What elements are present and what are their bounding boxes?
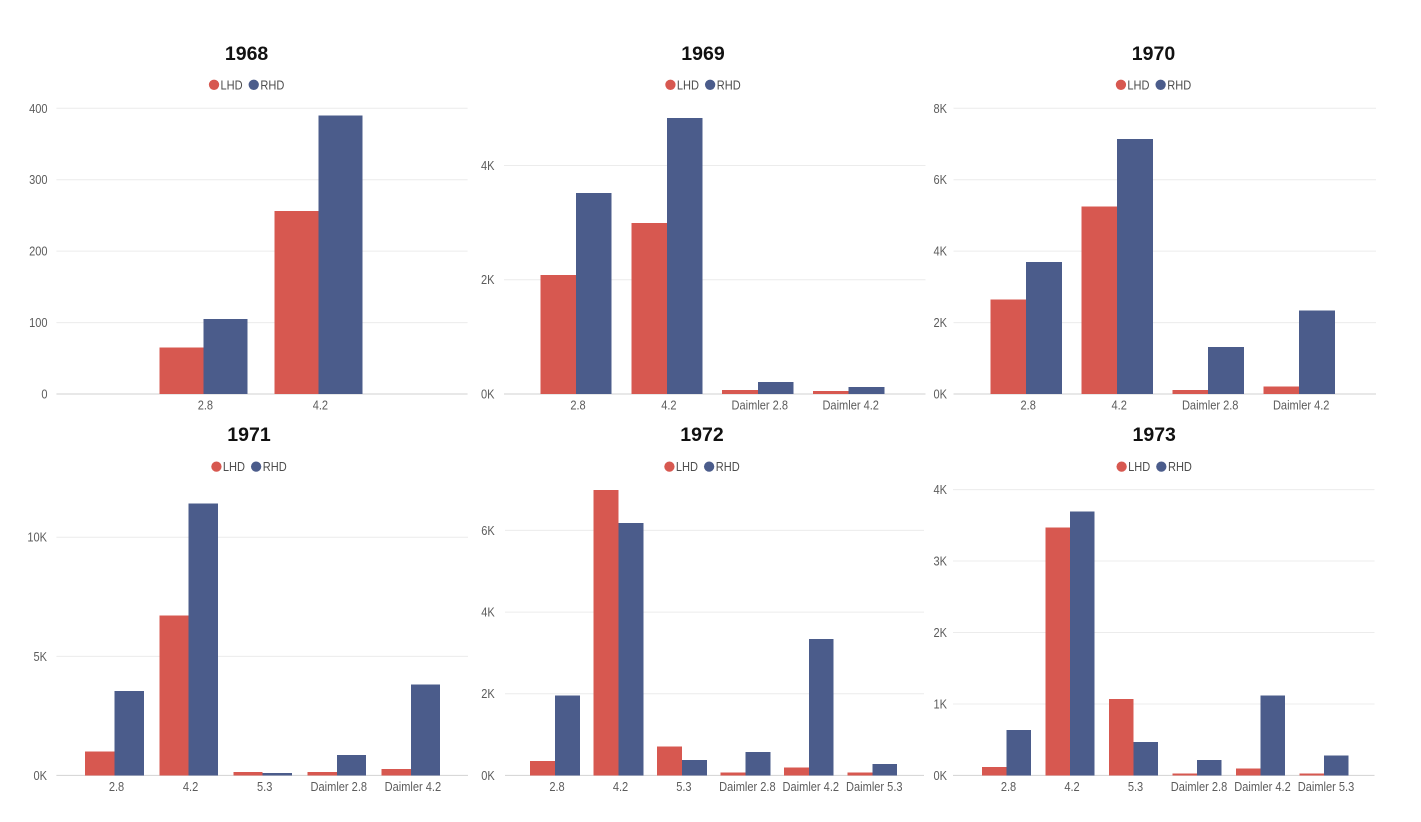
svg-text:6K: 6K	[933, 172, 947, 187]
svg-text:4.2: 4.2	[661, 398, 676, 413]
svg-text:0K: 0K	[481, 768, 495, 783]
svg-text:2K: 2K	[481, 272, 495, 287]
svg-text:0K: 0K	[33, 768, 47, 783]
svg-text:400: 400	[29, 101, 47, 116]
svg-text:RHD: RHD	[260, 77, 284, 92]
svg-text:5.3: 5.3	[257, 779, 272, 794]
svg-text:LHD: LHD	[676, 459, 698, 474]
svg-text:Daimler 4.2: Daimler 4.2	[783, 779, 839, 794]
svg-text:LHD: LHD	[1128, 459, 1150, 474]
svg-text:1970: 1970	[1132, 43, 1176, 65]
svg-text:4K: 4K	[933, 482, 947, 497]
svg-text:2.8: 2.8	[570, 398, 585, 413]
svg-text:0K: 0K	[933, 387, 947, 402]
svg-text:300: 300	[29, 172, 47, 187]
svg-text:RHD: RHD	[1168, 459, 1192, 474]
svg-text:Daimler 4.2: Daimler 4.2	[385, 779, 441, 794]
svg-text:4.2: 4.2	[183, 779, 198, 794]
svg-text:Daimler 2.8: Daimler 2.8	[1182, 398, 1238, 413]
svg-text:6K: 6K	[481, 523, 495, 538]
svg-text:2K: 2K	[933, 315, 947, 330]
svg-text:1971: 1971	[227, 424, 271, 446]
svg-text:4K: 4K	[933, 244, 947, 259]
svg-text:Daimler 4.2: Daimler 4.2	[1273, 398, 1329, 413]
svg-text:4.2: 4.2	[613, 779, 628, 794]
svg-text:1K: 1K	[933, 696, 947, 711]
svg-text:200: 200	[29, 244, 47, 259]
svg-text:2K: 2K	[481, 686, 495, 701]
svg-text:1968: 1968	[225, 43, 269, 65]
svg-text:Daimler 2.8: Daimler 2.8	[719, 779, 775, 794]
svg-text:8K: 8K	[933, 101, 947, 116]
svg-text:Daimler 2.8: Daimler 2.8	[1171, 779, 1227, 794]
svg-text:2.8: 2.8	[549, 779, 564, 794]
svg-text:Daimler 4.2: Daimler 4.2	[1234, 779, 1290, 794]
svg-text:5.3: 5.3	[676, 779, 691, 794]
svg-text:Daimler 2.8: Daimler 2.8	[732, 398, 788, 413]
svg-text:RHD: RHD	[263, 459, 287, 474]
svg-text:Daimler 2.8: Daimler 2.8	[311, 779, 367, 794]
svg-text:2.8: 2.8	[198, 398, 213, 413]
svg-text:5K: 5K	[33, 649, 47, 664]
svg-text:LHD: LHD	[1127, 77, 1149, 92]
svg-text:4.2: 4.2	[1112, 398, 1127, 413]
svg-text:3K: 3K	[933, 554, 947, 569]
svg-text:4.2: 4.2	[313, 398, 328, 413]
svg-text:Daimler 4.2: Daimler 4.2	[822, 398, 878, 413]
svg-text:1973: 1973	[1133, 424, 1177, 446]
svg-text:2K: 2K	[933, 625, 947, 640]
svg-text:Daimler 5.3: Daimler 5.3	[1298, 779, 1354, 794]
svg-text:4K: 4K	[481, 605, 495, 620]
svg-text:0K: 0K	[481, 387, 495, 402]
svg-text:LHD: LHD	[677, 77, 699, 92]
svg-text:RHD: RHD	[716, 459, 740, 474]
svg-text:RHD: RHD	[1167, 77, 1191, 92]
svg-text:5.3: 5.3	[1128, 779, 1143, 794]
svg-text:1969: 1969	[681, 43, 725, 65]
svg-text:4K: 4K	[481, 158, 495, 173]
svg-text:LHD: LHD	[223, 459, 245, 474]
svg-text:0: 0	[41, 387, 47, 402]
svg-text:Daimler 5.3: Daimler 5.3	[846, 779, 902, 794]
svg-text:4.2: 4.2	[1064, 779, 1079, 794]
svg-text:0K: 0K	[933, 768, 947, 783]
svg-text:2.8: 2.8	[1021, 398, 1036, 413]
svg-text:100: 100	[29, 315, 47, 330]
svg-text:2.8: 2.8	[109, 779, 124, 794]
svg-text:10K: 10K	[27, 530, 47, 545]
svg-text:2.8: 2.8	[1001, 779, 1016, 794]
svg-text:RHD: RHD	[717, 77, 741, 92]
svg-text:1972: 1972	[680, 424, 724, 446]
svg-text:LHD: LHD	[220, 77, 242, 92]
